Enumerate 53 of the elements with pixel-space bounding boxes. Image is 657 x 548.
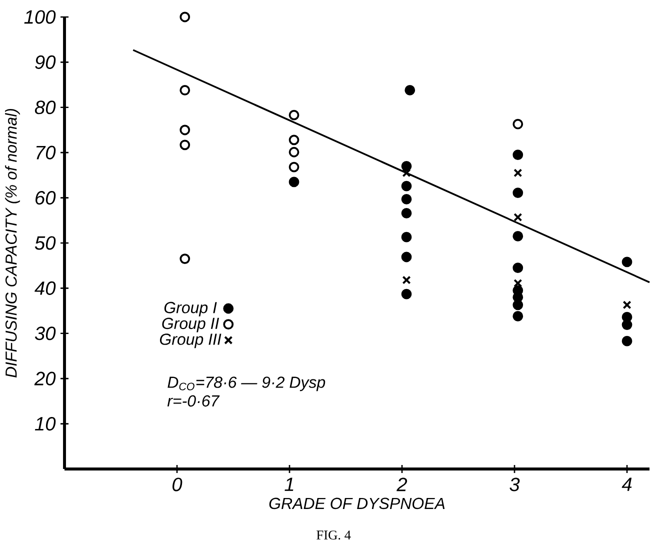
y-tick-label: 20	[34, 372, 56, 386]
point	[512, 188, 524, 198]
point	[288, 134, 300, 146]
point	[180, 254, 190, 264]
y-tick-label: 40	[34, 281, 56, 295]
x-tick-label: 3	[510, 478, 520, 492]
x-tick-label: 1	[284, 478, 294, 491]
point	[512, 262, 524, 274]
legend-label: Group II	[162, 318, 220, 332]
point	[512, 150, 524, 160]
y-tick-label: 90	[35, 55, 56, 69]
point	[401, 180, 412, 192]
y-tick-label: 60	[36, 190, 56, 205]
caption: FIG. 4	[316, 530, 351, 540]
point	[180, 12, 190, 22]
annotation: r=-0·67	[167, 395, 220, 407]
point	[402, 276, 411, 284]
point	[404, 85, 416, 96]
annotation: D$_{CO}$=78·6 — 9·2 Dysp	[168, 376, 326, 392]
y-tick-label: 30	[34, 326, 56, 340]
point	[401, 194, 412, 204]
point	[401, 232, 412, 242]
x-tick-label: 0	[172, 478, 182, 492]
point	[180, 124, 190, 136]
legend-label: Group I	[164, 302, 217, 316]
x-axis-title: GRADE OF DYSPNOEA	[269, 498, 445, 510]
y-tick-label: 50	[34, 236, 56, 250]
y-tick-label: 10	[34, 416, 56, 431]
point	[288, 162, 300, 172]
point	[401, 252, 412, 262]
point	[288, 110, 300, 120]
point	[401, 208, 412, 218]
point	[180, 85, 190, 96]
point	[622, 300, 632, 310]
point	[401, 288, 412, 300]
point	[288, 176, 300, 188]
point	[512, 300, 524, 310]
y-tick-label: 70	[36, 146, 56, 160]
point	[512, 231, 524, 242]
x-tick-label: 4	[622, 478, 632, 491]
point	[402, 168, 411, 178]
y-axis-title: DIFFUSING CAPACITY (% of normal)	[5, 108, 20, 378]
y-tick-label: 100	[24, 10, 56, 24]
x-tick-label: 2	[396, 478, 408, 492]
point	[401, 160, 412, 172]
point	[180, 140, 190, 150]
legend-label: Group III	[160, 334, 222, 348]
point	[514, 168, 522, 178]
point	[288, 146, 300, 158]
y-tick-label: 80	[34, 100, 56, 114]
point	[514, 212, 522, 222]
point	[512, 311, 524, 322]
point	[512, 118, 524, 130]
